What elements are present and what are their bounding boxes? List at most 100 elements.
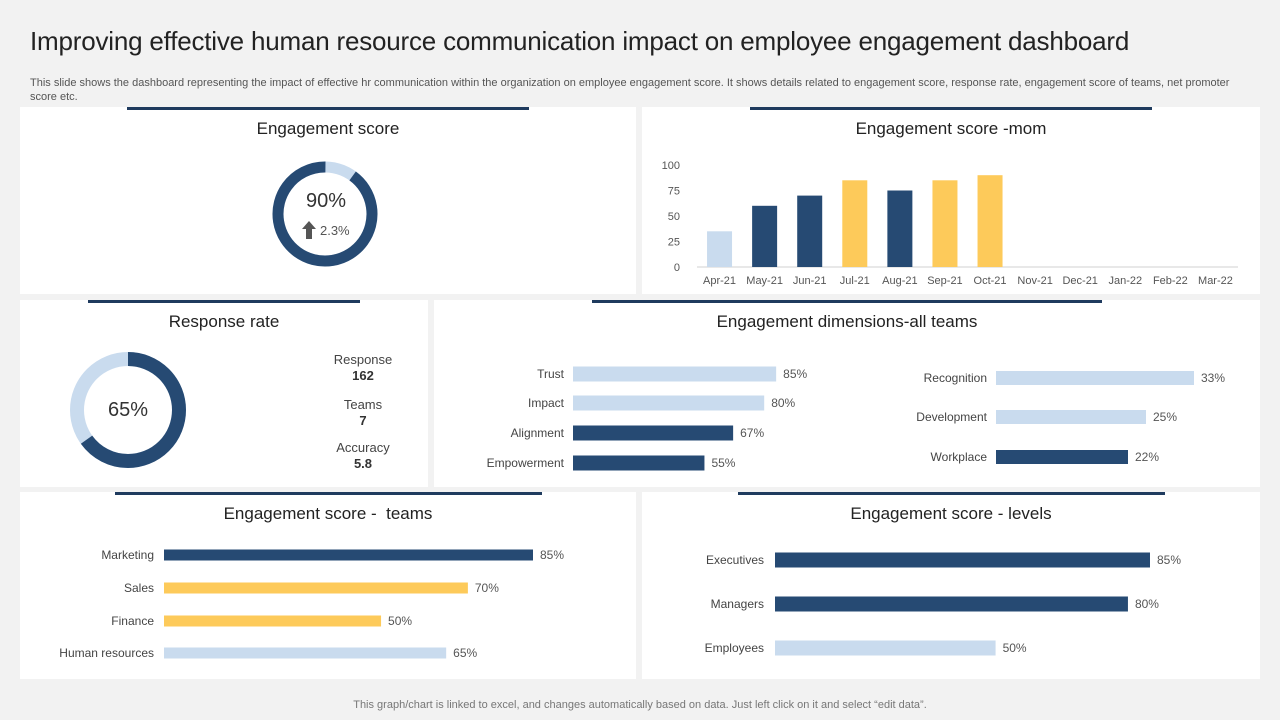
data-label: 80% — [771, 396, 795, 410]
engagement-dimensions-chart[interactable]: Trust 85% Impact 80% Alignment 67% Empowerment… — [434, 300, 1260, 487]
data-label: 50% — [1003, 641, 1027, 655]
data-label: 33% — [1201, 371, 1225, 385]
engagement-teams-panel[interactable]: Engagement score - teams Marketing 85% Sal… — [20, 492, 636, 679]
panel-accent-line — [592, 300, 1102, 303]
x-tick-label: Nov-21 — [1017, 275, 1052, 287]
donut-value-slice — [70, 352, 186, 468]
data-label: 85% — [783, 367, 807, 381]
panel-accent-line — [127, 107, 529, 110]
stat-label: Response — [333, 352, 393, 367]
bar-recognition — [996, 371, 1194, 385]
category-label: Employees — [705, 641, 764, 655]
bar-development — [996, 410, 1146, 424]
panel-accent-line — [115, 492, 542, 495]
response-rate-donut[interactable] — [20, 300, 428, 487]
donut-value-slice — [272, 161, 378, 267]
x-tick-label: Apr-21 — [703, 275, 736, 287]
panel-title: Engagement score - teams — [223, 504, 433, 523]
panel-accent-line — [88, 300, 360, 303]
bar-sep-21 — [932, 180, 958, 267]
donut-center: 65% — [88, 399, 168, 422]
stat-value: 162 — [352, 368, 374, 383]
bar-may-21 — [752, 205, 778, 267]
bar-workplace — [996, 450, 1128, 464]
data-label: 65% — [453, 646, 477, 660]
response-rate-panel[interactable]: Response rate 65% Response 162 Teams 7 A… — [20, 300, 428, 487]
engagement-score-donut[interactable] — [20, 107, 636, 294]
category-label: Marketing — [101, 548, 154, 562]
bar-oct-21 — [977, 175, 1003, 267]
data-label: 22% — [1135, 450, 1159, 464]
x-tick-label: Sep-21 — [927, 275, 962, 287]
x-tick-label: Jan-22 — [1108, 275, 1142, 287]
data-label: 70% — [475, 581, 499, 595]
category-label: Finance — [111, 614, 154, 628]
bar-impact — [573, 395, 765, 411]
response-rate-value: 65% — [107, 399, 149, 421]
panel-title: Engagement score -mom — [855, 119, 1047, 138]
category-label: Human resources — [59, 646, 154, 660]
bar-empowerment — [573, 455, 705, 471]
bar-managers — [775, 596, 1128, 612]
category-label: Development — [916, 410, 987, 424]
y-tick-label: 0 — [674, 262, 680, 274]
bar-employees — [775, 640, 996, 656]
x-tick-label: Mar-22 — [1198, 275, 1233, 287]
data-label: 55% — [711, 456, 735, 470]
stat-accuracy: Accuracy 5.8 — [318, 440, 408, 471]
x-tick-label: Dec-21 — [1062, 275, 1097, 287]
engagement-dimensions-panel[interactable]: Engagement dimensions-all teams Trust 85%… — [434, 300, 1260, 487]
category-label: Executives — [706, 553, 764, 567]
x-tick-label: Jul-21 — [840, 275, 870, 287]
stat-label: Accuracy — [336, 440, 390, 455]
category-label: Managers — [711, 597, 764, 611]
panel-accent-line — [738, 492, 1165, 495]
y-tick-label: 75 — [668, 186, 680, 198]
x-tick-label: Feb-22 — [1153, 275, 1188, 287]
y-tick-label: 50 — [668, 211, 680, 223]
data-label: 25% — [1153, 410, 1177, 424]
data-label: 50% — [388, 614, 412, 628]
engagement-change: 2.3% — [276, 221, 376, 242]
stat-value: 7 — [359, 413, 367, 428]
page-title: Improving effective human resource commu… — [30, 26, 1130, 56]
page-description: This slide shows the dashboard represent… — [30, 77, 1230, 103]
stat-value: 5.8 — [353, 456, 373, 471]
category-label: Sales — [124, 581, 154, 595]
panel-title: Response rate — [168, 312, 280, 331]
bar-aug-21 — [887, 190, 913, 267]
x-tick-label: Jun-21 — [793, 275, 827, 287]
x-tick-label: Aug-21 — [882, 275, 917, 287]
engagement-mom-chart[interactable]: 0 25 50 75 100 Apr-21 May-21 Jun-21 Jul-21 Aug-21… — [642, 107, 1260, 294]
bar-alignment — [573, 425, 734, 441]
arrow-up-icon — [302, 221, 317, 242]
bar-jun-21 — [797, 195, 823, 267]
engagement-levels-chart[interactable]: Executives 85% Managers 80% Employees 50% — [642, 492, 1260, 679]
engagement-mom-panel[interactable]: Engagement score -mom 0 25 50 75 100 Apr-21 Ma… — [642, 107, 1260, 294]
stat-label: Teams — [343, 397, 383, 412]
bar-marketing — [164, 549, 533, 561]
engagement-teams-chart[interactable]: Marketing 85% Sales 70% Finance 50% Human reso… — [20, 492, 636, 679]
panel-accent-line — [750, 107, 1152, 110]
category-label: Recognition — [924, 371, 987, 385]
x-tick-label: Oct-21 — [974, 275, 1007, 287]
data-label: 67% — [740, 426, 764, 440]
category-label: Impact — [528, 396, 565, 410]
bar-jul-21 — [842, 180, 868, 267]
y-tick-label: 25 — [668, 237, 680, 249]
bar-apr-21 — [707, 231, 733, 267]
panel-title: Engagement dimensions-all teams — [716, 312, 978, 331]
donut-center: 90% 2.3% — [276, 190, 376, 242]
bar-human-resources — [164, 647, 447, 659]
category-label: Empowerment — [487, 456, 565, 470]
data-label: 85% — [1157, 553, 1181, 567]
engagement-levels-panel[interactable]: Engagement score - levels Executives 85% M… — [642, 492, 1260, 679]
bar-trust — [573, 366, 777, 382]
panel-title: Engagement score — [256, 119, 400, 138]
data-label: 80% — [1135, 597, 1159, 611]
bar-sales — [164, 582, 468, 594]
engagement-score-panel[interactable]: Engagement score 90% 2.3% — [20, 107, 636, 294]
category-label: Alignment — [511, 426, 565, 440]
panel-title: Engagement score - levels — [850, 504, 1052, 523]
engagement-change-value: 2.3% — [319, 222, 350, 238]
